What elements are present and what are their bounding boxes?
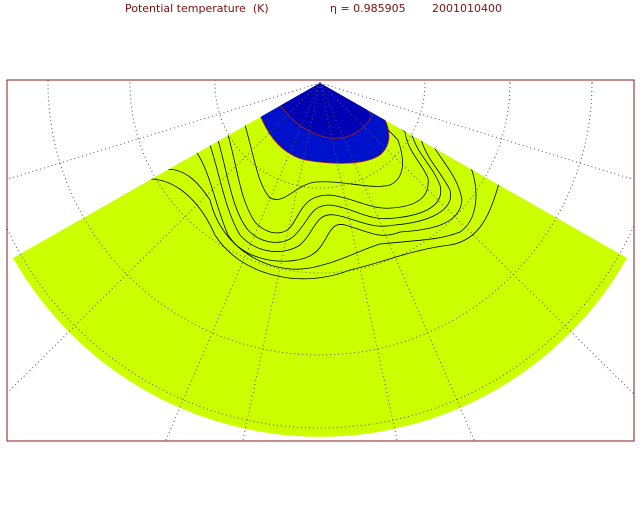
contour-band (279, 83, 373, 139)
latitude-line (214, 80, 426, 189)
contour-band (194, 83, 463, 262)
contour-band (159, 83, 477, 270)
title: Potential temperature (K) (125, 2, 269, 15)
contour-band (244, 83, 403, 200)
contour-band (209, 83, 452, 252)
level-label: η = 0.985905 (330, 2, 406, 15)
plot-frame (6, 79, 635, 442)
contour-band (227, 83, 429, 234)
contour-band (217, 83, 442, 243)
latitude-line (129, 80, 511, 274)
latitude-line (47, 80, 593, 356)
date-label: 2001010400 (432, 2, 502, 15)
sector (13, 83, 627, 437)
contour-band (139, 83, 501, 280)
graticule (7, 80, 634, 441)
field-outer (13, 83, 627, 437)
